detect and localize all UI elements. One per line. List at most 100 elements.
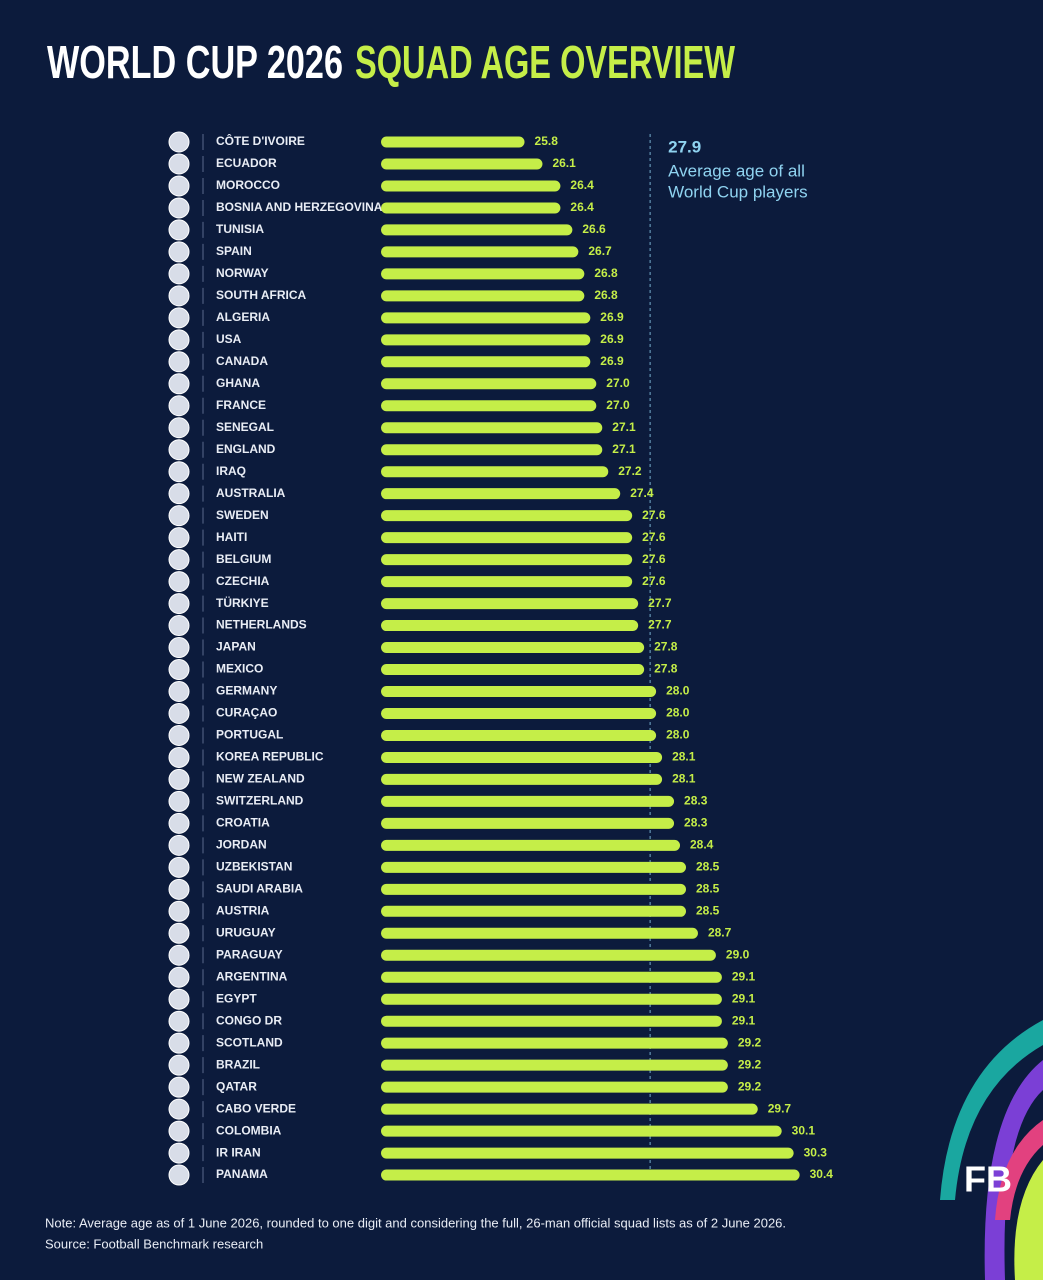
bar [381, 312, 591, 324]
bar [381, 1081, 728, 1093]
value-label: 28.0 [666, 684, 690, 698]
flag [168, 922, 190, 944]
value-label: 26.9 [600, 332, 624, 346]
bar [381, 1125, 782, 1137]
value-label: 28.1 [672, 750, 696, 764]
category-label: BRAZIL [216, 1057, 260, 1071]
flag [168, 812, 190, 834]
bar [381, 598, 639, 610]
bar [381, 532, 633, 544]
bar [381, 861, 686, 873]
bar [381, 158, 543, 170]
value-label: 27.8 [654, 640, 678, 654]
flag [168, 329, 190, 351]
value-label: 25.8 [535, 134, 559, 148]
bar [381, 620, 639, 632]
flag [168, 483, 190, 505]
value-label: 27.7 [648, 618, 672, 632]
value-label: 27.8 [654, 662, 678, 676]
bar [381, 268, 585, 280]
flag [168, 571, 190, 593]
logo: FB [964, 1159, 1012, 1200]
bar [381, 488, 621, 500]
category-label: PORTUGAL [216, 728, 283, 742]
value-label: 27.6 [642, 552, 666, 566]
category-label: TÜRKIYE [216, 595, 269, 610]
category-label: IRAQ [216, 464, 246, 478]
bar [381, 136, 525, 148]
bar [381, 773, 663, 785]
flag [168, 351, 190, 373]
flag [168, 637, 190, 659]
bar [381, 290, 585, 302]
value-label: 28.3 [684, 816, 708, 830]
flag [168, 1010, 190, 1032]
bar [381, 1147, 794, 1159]
flag [168, 417, 190, 439]
flag [168, 988, 190, 1010]
category-label: SWEDEN [216, 508, 269, 522]
category-label: CZECHIA [216, 574, 270, 588]
category-label: ENGLAND [216, 442, 276, 456]
value-label: 30.1 [792, 1123, 816, 1137]
flag [168, 966, 190, 988]
category-label: NORWAY [216, 266, 269, 280]
value-label: 26.4 [570, 178, 594, 192]
flag [168, 461, 190, 483]
value-label: 28.5 [696, 903, 720, 917]
average-label: Average age of all [668, 161, 805, 180]
value-label: 28.4 [690, 838, 714, 852]
flag [168, 878, 190, 900]
category-label: QATAR [216, 1079, 257, 1093]
flag [168, 131, 190, 153]
category-label: MEXICO [216, 662, 263, 676]
bar [381, 927, 698, 939]
value-label: 29.7 [768, 1101, 792, 1115]
category-label: CANADA [216, 354, 268, 368]
bar [381, 1037, 728, 1049]
value-label: 26.8 [594, 266, 618, 280]
flag [168, 615, 190, 637]
flag [168, 1142, 190, 1164]
bar [381, 400, 597, 412]
title-part1: WORLD CUP 2026 [47, 36, 343, 88]
value-label: 27.4 [630, 486, 654, 500]
category-label: ALGERIA [216, 310, 270, 324]
value-label: 29.1 [732, 969, 756, 983]
bar [381, 510, 633, 522]
bar [381, 378, 597, 390]
average-value: 27.9 [668, 137, 701, 156]
category-label: NETHERLANDS [216, 618, 307, 632]
category-label: CROATIA [216, 816, 270, 830]
flag [168, 1076, 190, 1098]
value-label: 27.6 [642, 574, 666, 588]
bar [381, 751, 663, 763]
flag [168, 1054, 190, 1076]
value-label: 26.1 [552, 156, 576, 170]
value-label: 27.0 [606, 376, 630, 390]
flag [168, 944, 190, 966]
bar [381, 905, 686, 917]
bar [381, 949, 716, 961]
category-label: CÔTE D'IVOIRE [216, 133, 305, 148]
average-label: World Cup players [668, 182, 808, 201]
flag [168, 527, 190, 549]
bar [381, 664, 645, 676]
value-label: 28.0 [666, 706, 690, 720]
bar [381, 202, 561, 214]
bar [381, 224, 573, 236]
bar [381, 686, 657, 697]
flag [168, 175, 190, 197]
value-label: 28.5 [696, 860, 720, 874]
category-label: MOROCCO [216, 178, 280, 192]
category-label: JAPAN [216, 640, 256, 654]
flag [168, 702, 190, 724]
category-label: SOUTH AFRICA [216, 288, 307, 302]
bar [381, 422, 603, 434]
value-label: 26.9 [600, 354, 624, 368]
bar [381, 466, 609, 478]
category-label: CABO VERDE [216, 1101, 296, 1115]
value-label: 26.8 [594, 288, 618, 302]
category-label: JORDAN [216, 838, 267, 852]
category-label: SENEGAL [216, 420, 274, 434]
